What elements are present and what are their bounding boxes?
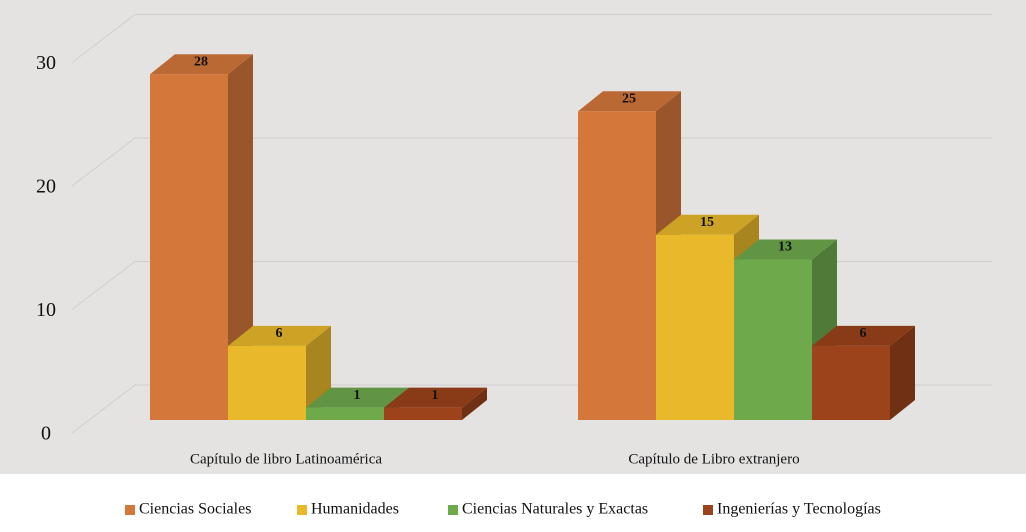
bar xyxy=(150,74,228,420)
legend-label: Humanidades xyxy=(311,501,399,518)
bar xyxy=(812,345,890,420)
bar-top xyxy=(306,387,409,408)
data-label: 15 xyxy=(700,215,714,230)
bar-top xyxy=(812,325,915,346)
legend-swatch xyxy=(297,505,307,515)
data-label: 6 xyxy=(276,326,283,341)
x-tick-label: Capítulo de libro Latinoamérica xyxy=(190,451,382,467)
bar-top xyxy=(578,91,681,112)
y-tick-label: 20 xyxy=(36,176,56,198)
bar xyxy=(306,407,384,420)
data-label: 28 xyxy=(194,54,208,69)
legend-label: Ciencias Naturales y Exactas xyxy=(462,501,648,518)
legend-label: Ingenierías y Tecnologías xyxy=(717,501,881,518)
y-tick-label: 10 xyxy=(36,299,56,321)
x-tick-label: Capítulo de Libro extranjero xyxy=(628,451,799,467)
bar-top xyxy=(228,325,331,346)
legend-swatch xyxy=(703,505,713,515)
bar xyxy=(384,407,462,420)
grid-line-diagonal xyxy=(71,137,136,187)
bar-side xyxy=(228,54,253,420)
legend-swatch xyxy=(125,505,135,515)
data-label: 1 xyxy=(432,388,439,403)
bar xyxy=(734,259,812,420)
data-label: 13 xyxy=(778,240,792,255)
bar-top xyxy=(150,54,253,75)
bar xyxy=(656,234,734,420)
legend-swatch xyxy=(448,505,458,515)
bar-side xyxy=(890,325,915,420)
y-tick-label: 0 xyxy=(41,423,51,445)
grid-line-diagonal xyxy=(71,384,136,434)
legend-label: Ciencias Sociales xyxy=(139,501,251,518)
bar-top xyxy=(734,239,837,260)
bar-top xyxy=(656,214,759,235)
bar-side xyxy=(462,387,487,420)
bar xyxy=(228,345,306,420)
data-label: 1 xyxy=(354,388,361,403)
data-label: 25 xyxy=(622,91,636,106)
grid-line-diagonal xyxy=(71,261,136,310)
bar-top xyxy=(384,387,487,408)
data-label: 6 xyxy=(860,326,867,341)
bar xyxy=(578,111,656,420)
grid-line-diagonal xyxy=(71,14,136,63)
y-tick-label: 30 xyxy=(36,52,56,74)
